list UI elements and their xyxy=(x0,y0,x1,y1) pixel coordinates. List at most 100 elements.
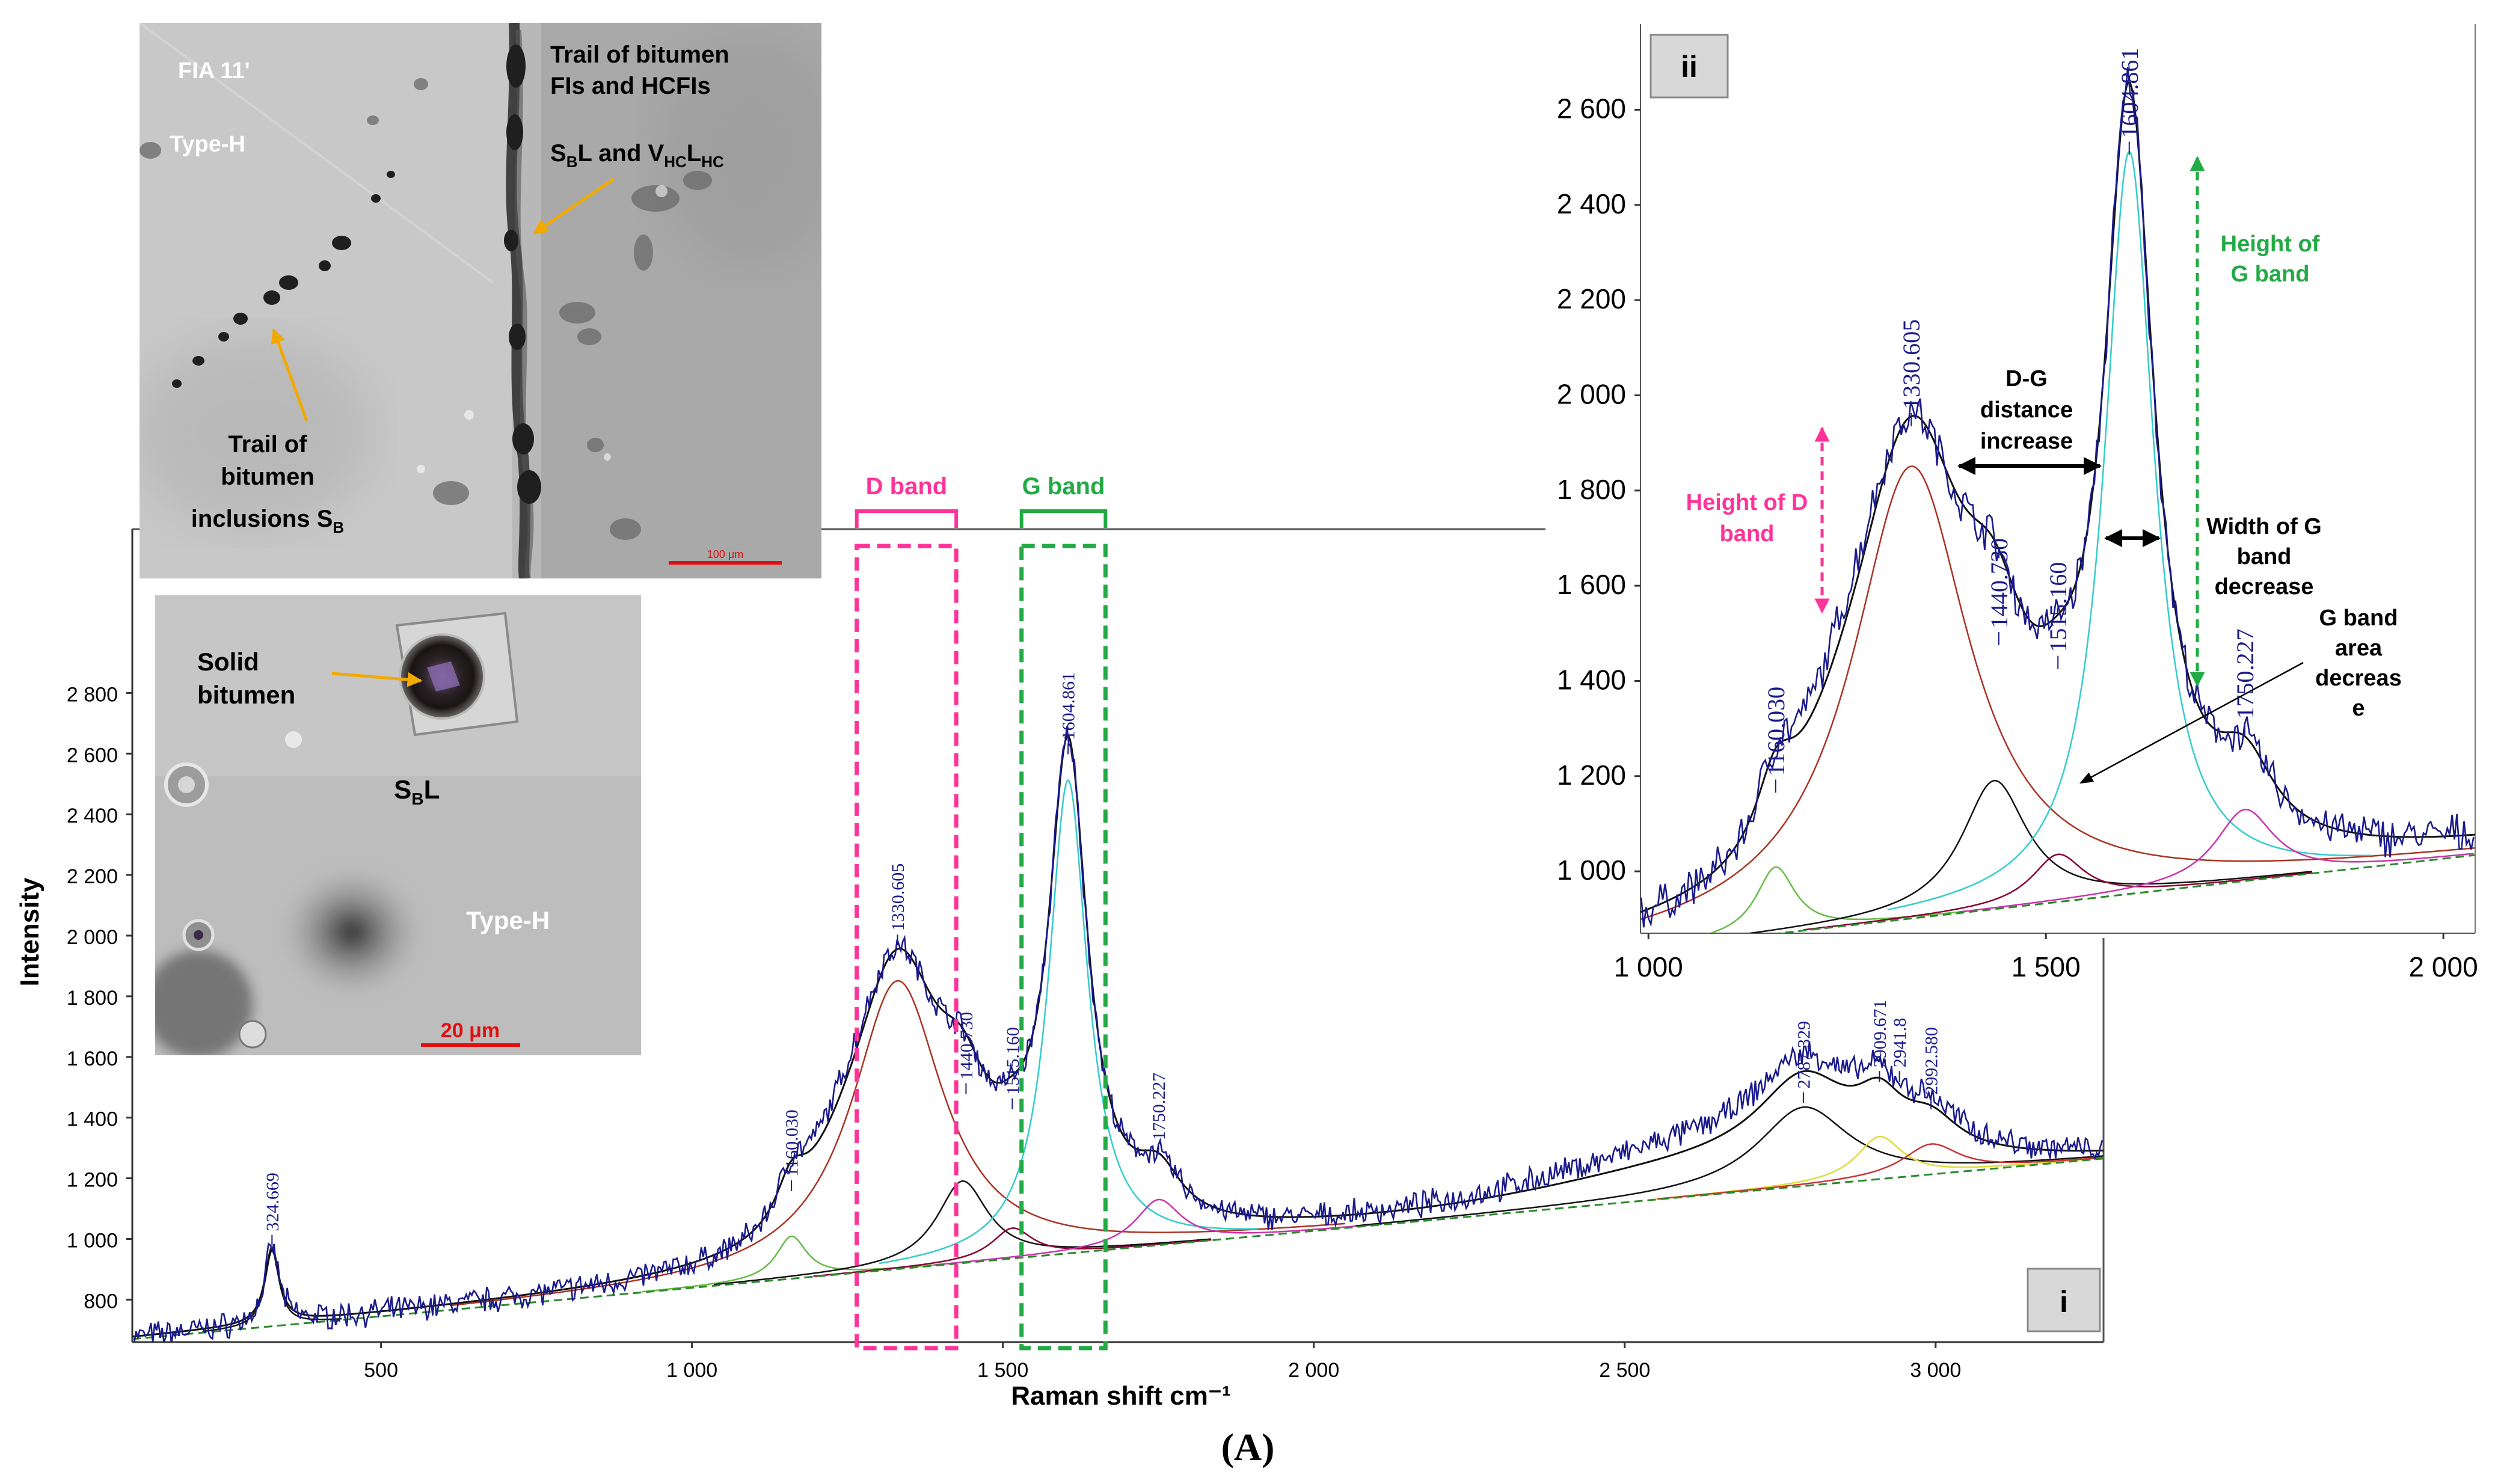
panel-label-i-text: i xyxy=(2060,1285,2068,1319)
chart-ii-y-tick-label: 2 200 xyxy=(1557,283,1626,314)
band-bracket-0 xyxy=(855,509,959,528)
width-g-text-3: decrease xyxy=(2215,574,2314,599)
chart-i-peak-label: 1160.030 xyxy=(782,1109,802,1176)
chart-i-y-axis-label: Intensity xyxy=(15,877,44,986)
chart-i-peak-label: 2787.329 xyxy=(1794,1021,1814,1089)
chart-i-y-tick-label: 1 200 xyxy=(67,1169,118,1192)
area-text-3: decreas xyxy=(2315,666,2402,691)
height-d-text-1: Height of D xyxy=(1686,490,1808,515)
chart-i-y-tick-label: 1 000 xyxy=(67,1229,118,1252)
micrograph-top-labels: FIA 11' Type-H Trail of bitumen FIs and … xyxy=(170,41,782,565)
chart-ii-y-tick-label: 1 200 xyxy=(1557,759,1626,791)
chart-i-baseline xyxy=(132,1157,2104,1340)
dg-text-1: D-G xyxy=(2006,366,2048,391)
chart-ii-component-4 xyxy=(1803,853,2313,931)
chart-ii-x-tick-label: 1 000 xyxy=(1614,951,1683,983)
label-sbl-vhc: SBL and VHCLHC xyxy=(550,140,724,171)
chart-i-peak-label: 1750.227 xyxy=(1149,1073,1169,1141)
chart-i-y-tick-label: 1 800 xyxy=(67,987,118,1010)
chart-ii-y-tick-label: 2 000 xyxy=(1557,378,1626,409)
chart-ii-peak-label: 1515.160 xyxy=(2045,562,2072,652)
inset-raman-spectrum: 1 000 1 200 1 400 1 600 1 800 2 000 2 200 2 400… xyxy=(1557,24,2478,983)
height-g-text-2: G band xyxy=(2231,262,2310,287)
chart-ii-y-tick-label: 1 800 xyxy=(1557,474,1626,505)
chart-i-x-tick-label: 1 000 xyxy=(666,1359,717,1382)
chart-i-component-3 xyxy=(713,1180,1212,1286)
dg-text-3: increase xyxy=(1980,429,2073,454)
height-g-text-1: Height of xyxy=(2221,231,2320,257)
width-g-text-1: Width of G xyxy=(2206,514,2322,539)
chart-i-y-tick-label: 1 600 xyxy=(67,1047,118,1070)
band-bracket-1 xyxy=(1019,509,1108,528)
chart-ii-peak-label: 1330.605 xyxy=(1898,319,1925,409)
dg-text-2: distance xyxy=(1980,397,2073,423)
chart-i-x-tick-label: 3 000 xyxy=(1910,1359,1961,1382)
chart-ii-peak-label: 1440.730 xyxy=(1986,538,2013,628)
label-sbl-inset: SBL xyxy=(394,775,440,808)
band-label-1: G band xyxy=(1022,473,1105,500)
label-trail-1: Trail of bitumen xyxy=(550,41,729,68)
chart-ii-y-tick-label: 1 600 xyxy=(1557,569,1626,600)
chart-i-component-6 xyxy=(934,1198,1383,1266)
panel-label-i: i xyxy=(2027,1268,2101,1332)
chart-i-peak-label: 1440.730 xyxy=(957,1012,977,1080)
chart-i-x-tick-label: 2 000 xyxy=(1288,1359,1339,1382)
chart-i-y-tick-label: 800 xyxy=(84,1290,118,1313)
chart-i-x-tick-label: 2 500 xyxy=(1599,1359,1650,1382)
chart-i-y-tick-label: 2 000 xyxy=(67,926,118,949)
scale-text-top: 100 μm xyxy=(707,548,743,560)
area-text-2: area xyxy=(2335,636,2383,661)
label-trail-sb-2: bitumen xyxy=(221,464,315,490)
band-box-0 xyxy=(855,544,959,1351)
chart-i-component-0 xyxy=(202,1249,342,1332)
annotation-height-d-band: Height of D band xyxy=(1686,426,1830,614)
chart-ii-peak-label: 1160.030 xyxy=(1763,687,1790,776)
area-text-4: e xyxy=(2352,696,2365,721)
chart-i-peak-label: 1604.861 xyxy=(1059,672,1079,740)
chart-ii-component-2 xyxy=(1640,465,2475,921)
annotation-dg-distance: D-G distance increase xyxy=(1957,366,2102,475)
label-type-h-top: Type-H xyxy=(170,132,245,157)
chart-ii-y-tick-label: 1 000 xyxy=(1557,854,1626,886)
label-solid-2: bitumen xyxy=(197,681,295,709)
chart-i-spectrum xyxy=(133,726,2104,1342)
area-text-1: G band xyxy=(2319,606,2398,631)
chart-ii-component-3 xyxy=(1745,779,2313,933)
main-raman-spectrum: 800 1 000 1 200 1 400 1 600 1 800 2 000 2 200 2 … xyxy=(15,473,2105,1411)
annotation-height-g-band: Height of G band xyxy=(2190,156,2320,687)
scale-text-inset: 20 μm xyxy=(441,1019,500,1042)
label-trail-sb-1: Trail of xyxy=(228,431,307,458)
label-fia: FIA 11' xyxy=(178,58,250,84)
micrograph-inset-labels: Solid bitumen SBL Type-H 20 μm xyxy=(197,648,550,1047)
band-box-1 xyxy=(1019,544,1108,1351)
arrow-sbl xyxy=(532,177,615,235)
chart-ii-y-tick-label: 2 600 xyxy=(1557,93,1626,124)
label-trail-sb-3: inclusions SB xyxy=(191,506,344,536)
chart-i-peak-label: 2941.8 xyxy=(1890,1018,1910,1068)
annotation-width-g-band: Width of G band decrease xyxy=(2104,514,2322,599)
chart-i-component-4 xyxy=(813,1227,1212,1277)
chart-i-peak-label: 2909.671 xyxy=(1870,1000,1890,1068)
annotation-g-band-area: G band area decreas e xyxy=(2079,606,2402,784)
chart-i-peak-label: 324.669 xyxy=(263,1173,283,1231)
height-d-text-2: band xyxy=(1720,521,1775,547)
micrograph-solid-bitumen xyxy=(155,595,641,1055)
chart-i-x-tick-label: 500 xyxy=(364,1359,398,1382)
chart-ii-peak-label: 1604.861 xyxy=(2116,48,2143,138)
chart-i-y-tick-label: 2 400 xyxy=(67,805,118,827)
micrograph-fia-trail xyxy=(140,23,821,578)
chart-i-component-7 xyxy=(1355,1106,2104,1227)
band-label-0: D band xyxy=(866,473,948,500)
figure-caption: (A) xyxy=(1221,1426,1275,1468)
arrow-trail-sb xyxy=(271,328,308,422)
chart-ii-x-tick-label: 2 000 xyxy=(2409,951,2478,983)
arrow-solid-bitumen xyxy=(331,672,423,687)
chart-i-peak-label: 2992.580 xyxy=(1922,1027,1942,1095)
chart-i-x-tick-label: 1 500 xyxy=(977,1359,1028,1382)
panel-label-ii: ii xyxy=(1650,34,1729,99)
chart-ii-spectrum xyxy=(1640,67,2475,928)
chart-ii-y-tick-label: 1 400 xyxy=(1557,664,1626,695)
chart-ii-component-6 xyxy=(1958,809,2474,913)
label-type-h-inset: Type-H xyxy=(466,906,550,934)
